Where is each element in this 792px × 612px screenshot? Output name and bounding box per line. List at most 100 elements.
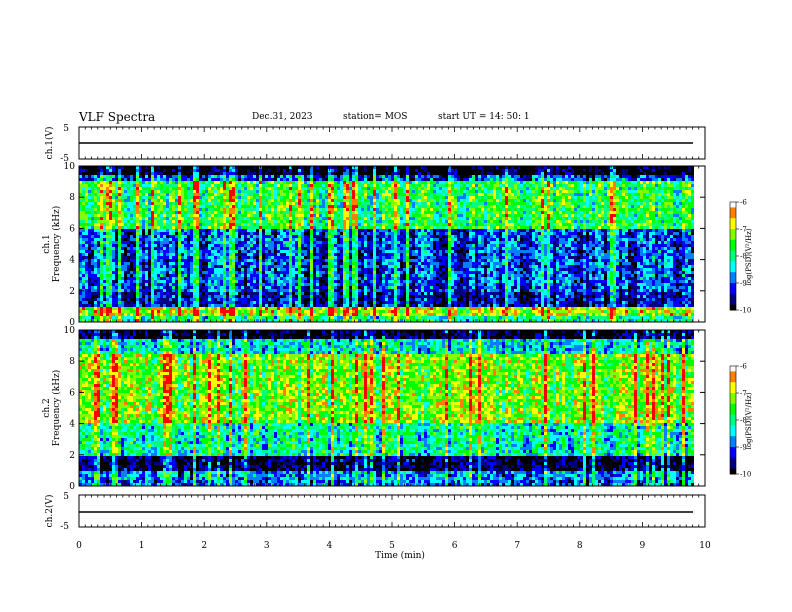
spectrogram-cell bbox=[340, 187, 343, 190]
spectrogram-cell bbox=[238, 238, 241, 241]
spectrogram-cell bbox=[295, 247, 298, 250]
spectrogram-cell bbox=[196, 169, 199, 172]
spectrogram-cell bbox=[340, 229, 343, 232]
spectrogram-cell bbox=[121, 202, 124, 205]
spectrogram-cell bbox=[262, 244, 265, 247]
spectrogram-cell bbox=[190, 178, 193, 181]
spectrogram-cell bbox=[97, 250, 100, 253]
spectrogram-cell bbox=[265, 187, 268, 190]
spectrogram-cell bbox=[190, 274, 193, 277]
spectrogram-cell bbox=[280, 256, 283, 259]
spectrogram-cell bbox=[199, 319, 202, 322]
spectrogram-cell bbox=[295, 301, 298, 304]
spectrogram-cell bbox=[223, 307, 226, 310]
spectrogram-cell bbox=[136, 274, 139, 277]
spectrogram-cell bbox=[106, 184, 109, 187]
spectrogram-cell bbox=[190, 187, 193, 190]
spectrogram-cell bbox=[232, 307, 235, 310]
spectrogram-cell bbox=[106, 238, 109, 241]
spectrogram-cell bbox=[271, 211, 274, 214]
spectrogram-cell bbox=[124, 211, 127, 214]
spectrogram-cell bbox=[328, 259, 331, 262]
spectrogram-cell bbox=[112, 169, 115, 172]
spectrogram-cell bbox=[301, 256, 304, 259]
spectrogram-cell bbox=[271, 214, 274, 217]
spectrogram-cell bbox=[268, 313, 271, 316]
spectrogram-cell bbox=[343, 268, 346, 271]
spectrogram-cell bbox=[340, 298, 343, 301]
spectrogram-cell bbox=[250, 229, 253, 232]
spectrogram-cell bbox=[232, 232, 235, 235]
spectrogram-cell bbox=[202, 307, 205, 310]
spectrogram-cell bbox=[124, 313, 127, 316]
spectrogram-cell bbox=[313, 178, 316, 181]
spectrogram-cell bbox=[91, 190, 94, 193]
spectrogram-cell bbox=[301, 199, 304, 202]
spectrogram-cell bbox=[253, 244, 256, 247]
spectrogram-cell bbox=[142, 319, 145, 322]
spectrogram-cell bbox=[208, 277, 211, 280]
spectrogram-cell bbox=[346, 211, 349, 214]
spectrogram-cell bbox=[82, 298, 85, 301]
spectrogram-cell bbox=[208, 265, 211, 268]
spectrogram-cell bbox=[277, 310, 280, 313]
spectrogram-cell bbox=[349, 223, 352, 226]
spectrogram-cell bbox=[298, 175, 301, 178]
spectrogram-cell bbox=[310, 283, 313, 286]
spectrogram-cell bbox=[304, 166, 307, 169]
spectrogram-cell bbox=[328, 277, 331, 280]
spectrogram-cell bbox=[334, 196, 337, 199]
spectrogram-cell bbox=[127, 202, 130, 205]
spectrogram-cell bbox=[97, 292, 100, 295]
spectrogram-cell bbox=[127, 193, 130, 196]
spectrogram-cell bbox=[196, 301, 199, 304]
spectrogram-cell bbox=[133, 175, 136, 178]
spectrogram-cell bbox=[127, 238, 130, 241]
spectrogram-cell bbox=[271, 277, 274, 280]
spectrogram-cell bbox=[322, 289, 325, 292]
spectrogram-cell bbox=[220, 232, 223, 235]
spectrogram-cell bbox=[157, 277, 160, 280]
spectrogram-cell bbox=[124, 175, 127, 178]
spectrogram-cell bbox=[106, 229, 109, 232]
spectrogram-cell bbox=[244, 172, 247, 175]
spectrogram-cell bbox=[121, 193, 124, 196]
spectrogram-cell bbox=[139, 217, 142, 220]
spectrogram-cell bbox=[175, 205, 178, 208]
spectrogram-cell bbox=[178, 280, 181, 283]
spectrogram-cell bbox=[283, 298, 286, 301]
spectrogram-cell bbox=[334, 178, 337, 181]
spectrogram-cell bbox=[250, 196, 253, 199]
spectrogram-cell bbox=[286, 283, 289, 286]
spectrogram-cell bbox=[244, 226, 247, 229]
spectrogram-cell bbox=[283, 277, 286, 280]
spectrogram-cell bbox=[130, 199, 133, 202]
spectrogram-cell bbox=[352, 193, 355, 196]
spectrogram-cell bbox=[310, 208, 313, 211]
spectrogram-cell bbox=[175, 250, 178, 253]
spectrogram-cell bbox=[256, 235, 259, 238]
spectrogram-cell bbox=[136, 226, 139, 229]
spectrogram-cell bbox=[358, 238, 361, 241]
spectrogram-cell bbox=[208, 196, 211, 199]
spectrogram-cell bbox=[214, 268, 217, 271]
spectrogram-cell bbox=[151, 235, 154, 238]
spectrogram-cell bbox=[166, 280, 169, 283]
spectrogram-cell bbox=[313, 271, 316, 274]
spectrogram-cell bbox=[244, 220, 247, 223]
spectrogram-cell bbox=[322, 271, 325, 274]
spectrogram-cell bbox=[232, 265, 235, 268]
spectrogram-cell bbox=[85, 184, 88, 187]
spectrogram-cell bbox=[94, 172, 97, 175]
spectrogram-cell bbox=[148, 193, 151, 196]
spectrogram-cell bbox=[250, 289, 253, 292]
spectrogram-cell bbox=[88, 265, 91, 268]
spectrogram-cell bbox=[364, 166, 367, 169]
spectrogram-cell bbox=[307, 187, 310, 190]
spectrogram-cell bbox=[343, 241, 346, 244]
spectrogram-cell bbox=[325, 202, 328, 205]
spectrogram-cell bbox=[91, 217, 94, 220]
spectrogram-cell bbox=[265, 205, 268, 208]
spectrogram-cell bbox=[313, 262, 316, 265]
spectrogram-cell bbox=[160, 262, 163, 265]
